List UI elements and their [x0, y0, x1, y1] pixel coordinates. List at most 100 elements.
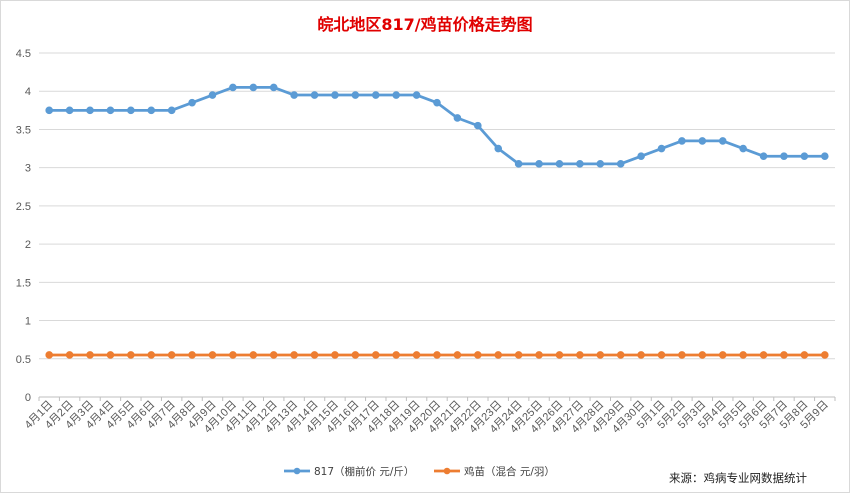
data-point [698, 351, 707, 359]
data-point [412, 351, 421, 359]
legend-label: 鸡苗（混合 元/羽） [464, 465, 555, 478]
data-point [290, 351, 298, 359]
data-point [739, 351, 747, 359]
y-tick-label: 3 [25, 163, 31, 175]
data-point [106, 351, 115, 359]
data-point [269, 83, 278, 92]
data-point [45, 106, 54, 115]
series-line [47, 86, 827, 166]
data-point [820, 351, 829, 359]
data-point [800, 152, 809, 160]
data-point [208, 91, 217, 99]
data-point [45, 351, 54, 359]
data-point [637, 152, 645, 160]
data-point [65, 351, 74, 359]
data-point [229, 83, 237, 92]
data-point [678, 351, 686, 359]
legend-label: 817（棚前价 元/斤） [314, 465, 414, 478]
data-point [188, 351, 196, 359]
data-point [637, 351, 645, 359]
data-point [310, 351, 319, 359]
data-point [657, 144, 666, 153]
data-point [494, 351, 503, 359]
data-point [678, 137, 686, 145]
data-point [820, 152, 829, 160]
legend: 817（棚前价 元/斤） 鸡苗（混合 元/羽） [284, 465, 555, 478]
data-point [576, 160, 584, 168]
data-point [718, 137, 727, 145]
data-point [555, 351, 564, 359]
legend-marker [443, 467, 451, 475]
data-point [474, 351, 482, 359]
y-tick-label: 1 [25, 316, 31, 328]
data-point [65, 106, 74, 115]
data-point [351, 351, 360, 359]
data-point [167, 351, 176, 359]
data-point [433, 98, 441, 107]
data-point [188, 98, 196, 107]
data-point [371, 351, 380, 359]
data-point [739, 144, 747, 153]
data-point [127, 351, 135, 359]
y-tick-label: 1.5 [16, 277, 31, 289]
data-point [229, 351, 237, 359]
data-point [249, 83, 258, 92]
data-point [167, 106, 176, 115]
data-point [412, 91, 421, 99]
y-tick-label: 2.5 [16, 201, 31, 213]
data-point [392, 91, 400, 99]
data-point [433, 351, 441, 359]
data-point [616, 351, 625, 359]
data-point [800, 351, 809, 359]
data-point [310, 91, 319, 99]
data-point [555, 160, 564, 168]
data-point [576, 351, 584, 359]
y-axis-ticks: 0 0.5 1 1.5 2 2.5 3 3.5 4 4.5 [16, 48, 31, 404]
data-point [596, 160, 605, 168]
data-point [453, 351, 462, 359]
data-point [331, 351, 339, 359]
y-tick-label: 4 [25, 86, 31, 98]
data-point [657, 351, 666, 359]
data-point [698, 137, 707, 145]
data-point [86, 351, 94, 359]
data-point [127, 106, 135, 115]
data-point [535, 160, 543, 168]
data-point [351, 91, 360, 99]
data-point [86, 106, 94, 115]
y-tick-label: 0.5 [16, 354, 31, 366]
data-point [392, 351, 400, 359]
legend-item: 817（棚前价 元/斤） [284, 465, 414, 478]
y-tick-label: 4.5 [16, 48, 31, 60]
legend-item: 鸡苗（混合 元/羽） [434, 465, 555, 478]
series-2 [45, 351, 829, 359]
data-point [535, 351, 543, 359]
data-point [759, 152, 768, 160]
y-tick-label: 2 [25, 239, 31, 251]
data-point [371, 91, 380, 99]
data-point [269, 351, 278, 359]
data-point [596, 351, 605, 359]
data-point [780, 152, 788, 160]
x-axis-ticks: 4月1日4月2日4月3日4月4日4月5日4月6日4月7日4月8日4月9日4月10… [23, 397, 836, 436]
data-point [474, 121, 482, 130]
data-point [147, 106, 156, 115]
data-point [514, 160, 523, 168]
data-point [208, 351, 217, 359]
y-tick-label: 0 [25, 392, 31, 404]
data-point [616, 160, 625, 168]
y-tick-label: 3.5 [16, 124, 31, 136]
data-point [494, 144, 503, 153]
data-point [759, 351, 768, 359]
gridlines [39, 52, 835, 398]
legend-marker [293, 467, 301, 475]
data-point [147, 351, 156, 359]
data-point [106, 106, 115, 115]
data-point [249, 351, 258, 359]
source-note: 来源：鸡病专业网数据统计 [669, 471, 807, 485]
data-point [514, 351, 523, 359]
data-point [453, 114, 462, 122]
series-1 [45, 83, 829, 168]
